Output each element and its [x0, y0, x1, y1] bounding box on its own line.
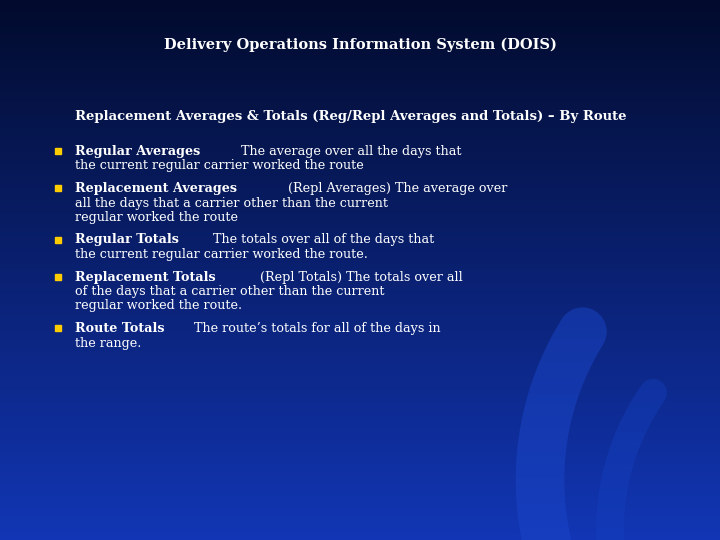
Text: (Repl Averages) The average over: (Repl Averages) The average over [284, 182, 508, 195]
Text: The route’s totals for all of the days in: The route’s totals for all of the days i… [191, 322, 441, 335]
Text: the current regular carrier worked the route.: the current regular carrier worked the r… [75, 248, 368, 261]
Text: Regular Averages: Regular Averages [75, 145, 200, 158]
Text: Route Totals: Route Totals [75, 322, 164, 335]
Text: Replacement Totals: Replacement Totals [75, 271, 215, 284]
Text: Regular Totals: Regular Totals [75, 233, 179, 246]
Text: regular worked the route: regular worked the route [75, 211, 238, 224]
Text: Replacement Averages: Replacement Averages [75, 182, 237, 195]
Text: The totals over all of the days that: The totals over all of the days that [209, 233, 434, 246]
Text: (Repl Totals) The totals over all: (Repl Totals) The totals over all [256, 271, 463, 284]
Text: the current regular carrier worked the route: the current regular carrier worked the r… [75, 159, 364, 172]
Text: Replacement Averages & Totals (Reg/Repl Averages and Totals) – By Route: Replacement Averages & Totals (Reg/Repl … [75, 110, 626, 123]
Text: Delivery Operations Information System (DOIS): Delivery Operations Information System (… [163, 38, 557, 52]
Text: the range.: the range. [75, 336, 141, 349]
Text: The average over all the days that: The average over all the days that [237, 145, 461, 158]
Text: of the days that a carrier other than the current: of the days that a carrier other than th… [75, 285, 384, 298]
Text: all the days that a carrier other than the current: all the days that a carrier other than t… [75, 197, 388, 210]
Text: regular worked the route.: regular worked the route. [75, 300, 242, 313]
